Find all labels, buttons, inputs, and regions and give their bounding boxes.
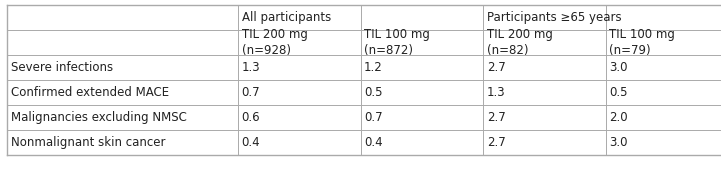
Text: TIL 200 mg
(n=82): TIL 200 mg (n=82)	[487, 28, 552, 57]
Text: 2.7: 2.7	[487, 61, 505, 74]
Text: Malignancies excluding NMSC: Malignancies excluding NMSC	[11, 111, 187, 124]
Text: TIL 200 mg
(n=928): TIL 200 mg (n=928)	[242, 28, 307, 57]
Text: Severe infections: Severe infections	[11, 61, 113, 74]
Text: 0.7: 0.7	[242, 86, 260, 99]
Text: 0.5: 0.5	[364, 86, 383, 99]
Text: Confirmed extended MACE: Confirmed extended MACE	[11, 86, 169, 99]
Text: 1.2: 1.2	[364, 61, 383, 74]
Text: 0.4: 0.4	[364, 136, 383, 149]
Text: All participants: All participants	[242, 11, 331, 24]
Text: TIL 100 mg
(n=872): TIL 100 mg (n=872)	[364, 28, 430, 57]
Text: Nonmalignant skin cancer: Nonmalignant skin cancer	[11, 136, 165, 149]
Text: 0.6: 0.6	[242, 111, 260, 124]
Text: 3.0: 3.0	[609, 61, 628, 74]
Text: 1.3: 1.3	[242, 61, 260, 74]
Text: 2.7: 2.7	[487, 111, 505, 124]
Text: Participants ≥65 years: Participants ≥65 years	[487, 11, 622, 24]
Text: 2.7: 2.7	[487, 136, 505, 149]
Text: 3.0: 3.0	[609, 136, 628, 149]
Text: 0.7: 0.7	[364, 111, 383, 124]
Text: 2.0: 2.0	[609, 111, 628, 124]
Text: TIL 100 mg
(n=79): TIL 100 mg (n=79)	[609, 28, 675, 57]
Text: 0.4: 0.4	[242, 136, 260, 149]
Text: 1.3: 1.3	[487, 86, 505, 99]
Text: 0.5: 0.5	[609, 86, 628, 99]
